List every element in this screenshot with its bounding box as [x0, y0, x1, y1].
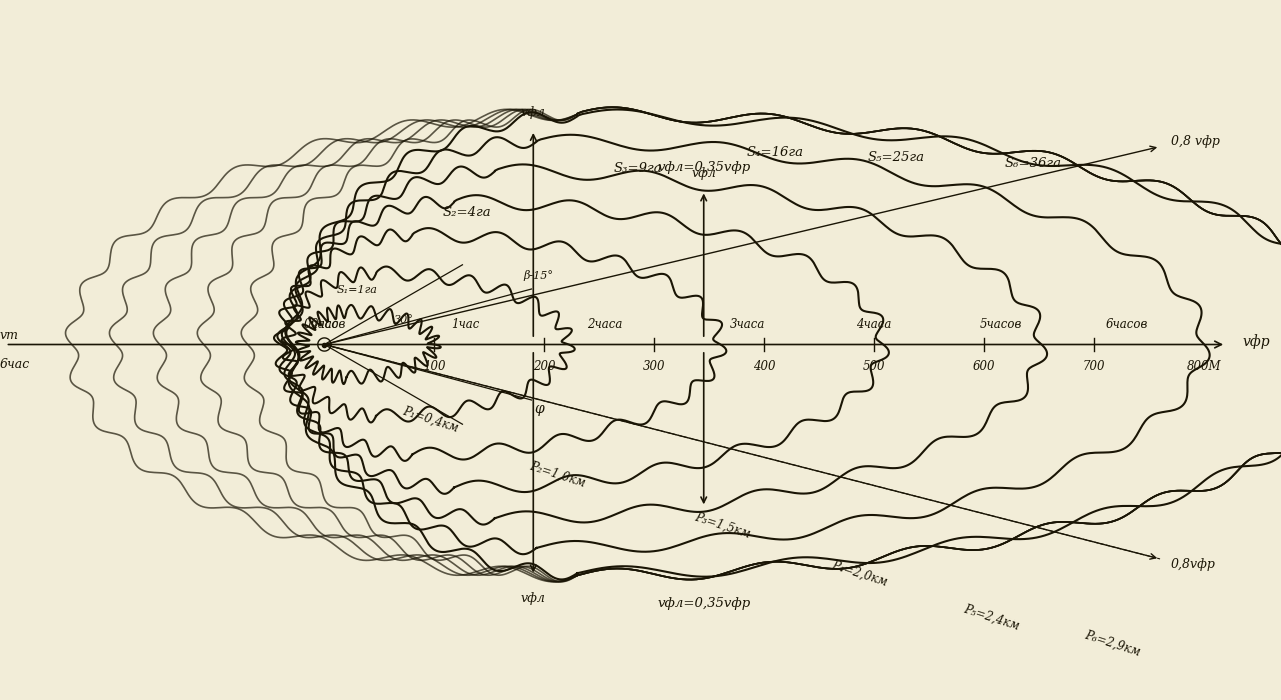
- Text: 600: 600: [972, 360, 995, 373]
- Text: β-15°: β-15°: [524, 270, 553, 281]
- Text: 200: 200: [533, 360, 556, 373]
- Text: P₃=1,5км: P₃=1,5км: [693, 511, 752, 541]
- Text: φ: φ: [534, 402, 543, 416]
- Text: 6час: 6час: [0, 358, 31, 371]
- Text: P₄=2,0км: P₄=2,0км: [830, 558, 889, 589]
- Text: S₆=36га: S₆=36га: [1006, 157, 1062, 169]
- Text: vфл=0,35vфр: vфл=0,35vфр: [657, 161, 751, 174]
- Text: P₆=2,9км: P₆=2,9км: [1082, 629, 1143, 659]
- Text: vфл: vфл: [692, 167, 716, 180]
- Text: S₄=16га: S₄=16га: [747, 146, 803, 159]
- Text: 6часов: 6часов: [1106, 318, 1148, 331]
- Text: vфл=0,35vфр: vфл=0,35vфр: [657, 597, 751, 610]
- Text: S₃=9га: S₃=9га: [614, 162, 662, 175]
- Text: 4часа: 4часа: [857, 318, 892, 331]
- Text: 500: 500: [863, 360, 885, 373]
- Text: 3часа: 3часа: [730, 318, 765, 331]
- Text: 1час: 1час: [451, 318, 479, 331]
- Text: 0часов: 0часов: [304, 318, 346, 331]
- Text: vфр: vфр: [1243, 334, 1271, 349]
- Text: 0час: 0час: [310, 318, 338, 331]
- Text: P₁=0,4км: P₁=0,4км: [401, 404, 461, 435]
- Text: P₂=1,0км: P₂=1,0км: [528, 459, 587, 489]
- Text: 0,8vфр: 0,8vфр: [1171, 558, 1216, 571]
- Text: 800М: 800М: [1186, 360, 1221, 373]
- Text: S₅=25га: S₅=25га: [867, 151, 925, 164]
- Text: vт: vт: [0, 329, 19, 342]
- Text: 5часов: 5часов: [980, 318, 1022, 331]
- Text: 400: 400: [753, 360, 775, 373]
- Text: vфл: vфл: [521, 592, 546, 605]
- Text: S₂=4га: S₂=4га: [443, 206, 492, 219]
- Text: 700: 700: [1082, 360, 1106, 373]
- Text: 0,8 vфр: 0,8 vфр: [1171, 134, 1220, 148]
- Text: 100: 100: [423, 360, 446, 373]
- Text: 30°: 30°: [393, 315, 414, 326]
- Text: 300: 300: [643, 360, 666, 373]
- Text: vфл: vфл: [521, 106, 546, 119]
- Text: S₁=1га: S₁=1га: [337, 284, 378, 295]
- Text: P₅=2,4км: P₅=2,4км: [962, 602, 1021, 632]
- Text: 2часа: 2часа: [587, 318, 623, 331]
